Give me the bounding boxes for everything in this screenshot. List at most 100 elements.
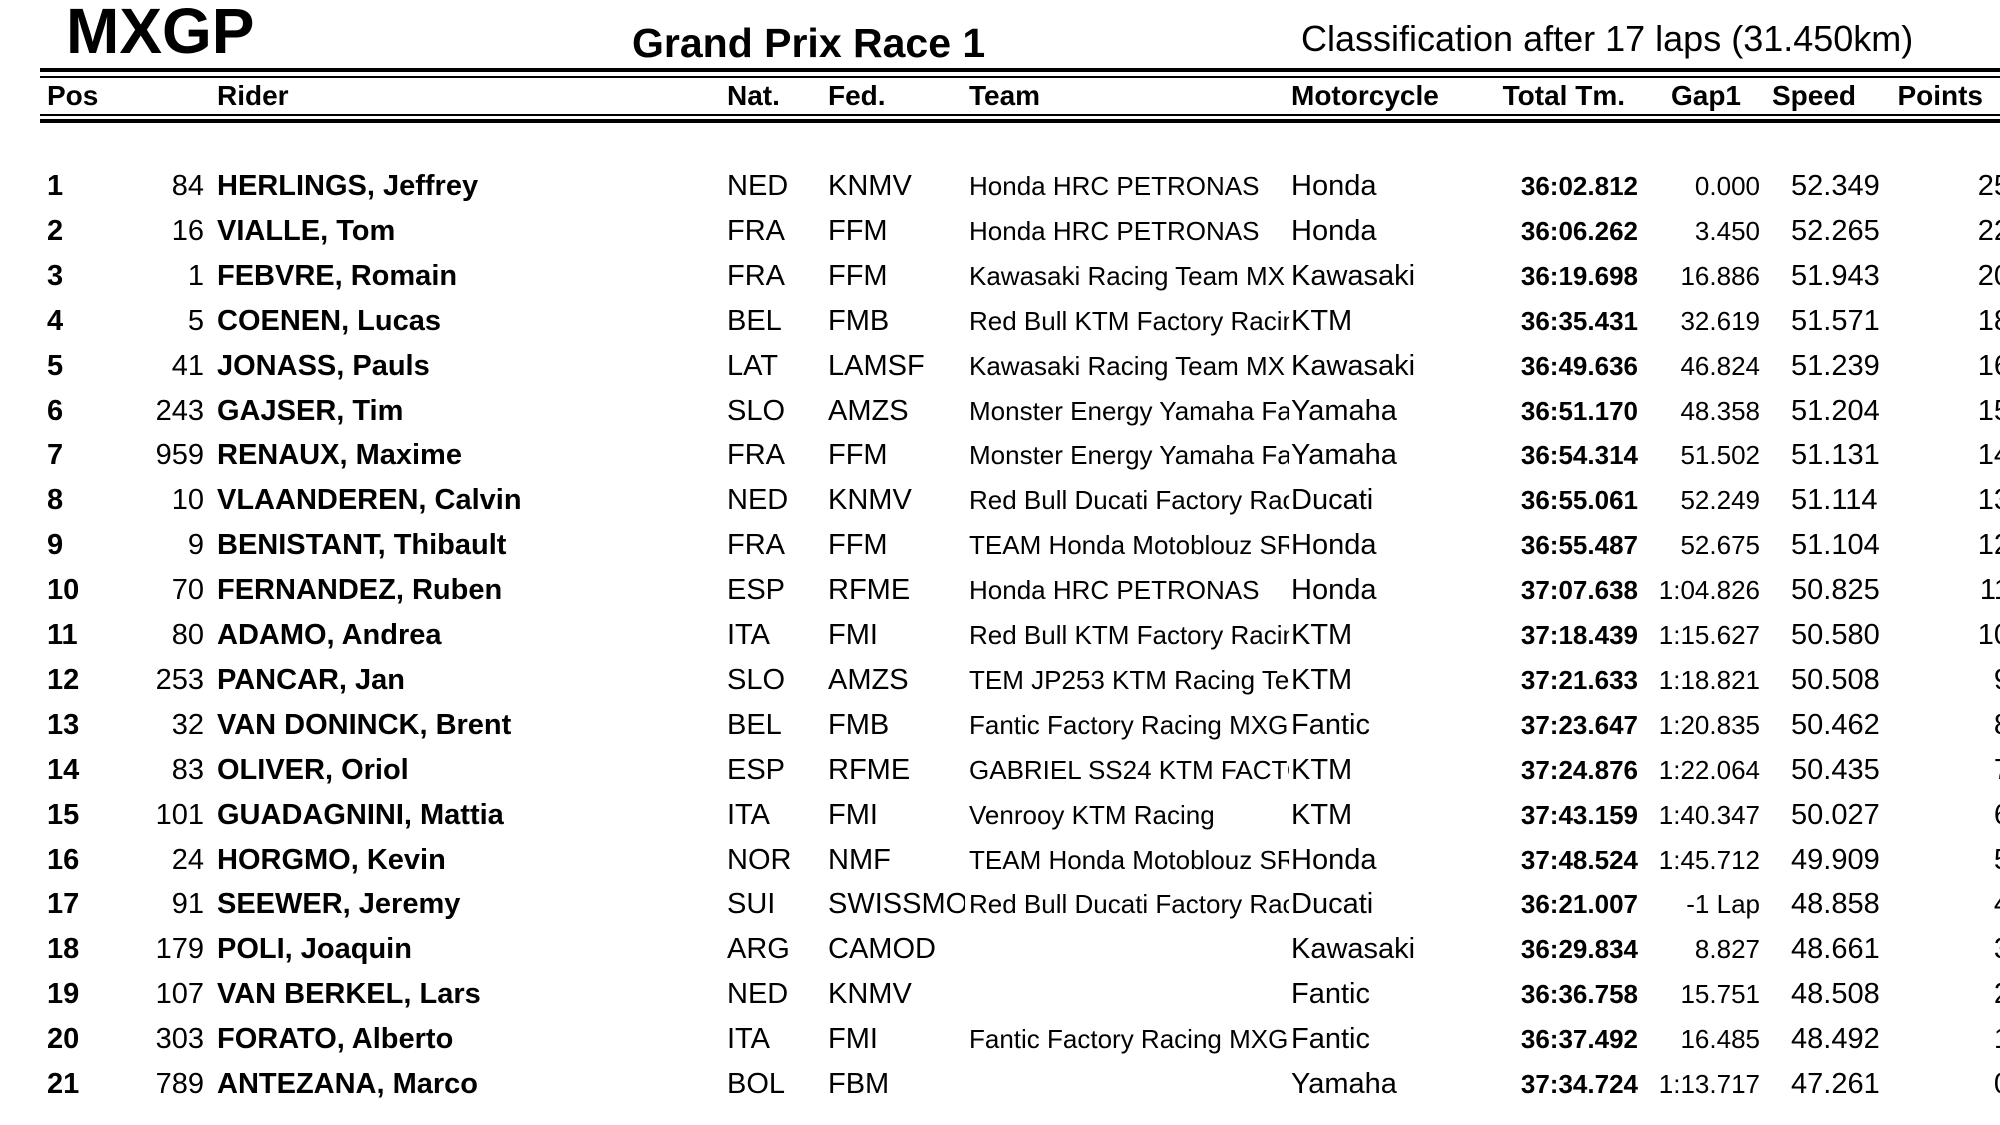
speed: 51.204 xyxy=(1791,394,1880,427)
total-time: 36:51.170 xyxy=(1520,395,1638,426)
total-time: 36:29.834 xyxy=(1520,934,1638,965)
nationality: BEL xyxy=(727,708,782,741)
points: 11 xyxy=(1979,574,2000,607)
speed: 50.435 xyxy=(1791,753,1880,786)
nationality: FRA xyxy=(727,529,785,562)
team: Venrooy KTM Racing xyxy=(969,799,1215,830)
motorcycle: Ducati xyxy=(1291,484,1374,517)
number: 959 xyxy=(155,439,204,472)
pos: 1 xyxy=(47,170,64,202)
speed: 47.261 xyxy=(1791,1068,1880,1100)
number: 9 xyxy=(187,529,204,562)
speed: 48.508 xyxy=(1791,978,1880,1011)
federation: FMI xyxy=(828,619,878,651)
points: 1 xyxy=(1950,1021,2000,1057)
speed: 50.027 xyxy=(1791,798,1880,831)
points: 8 xyxy=(1950,707,2000,743)
race-title: Grand Prix Race 1 xyxy=(632,20,986,66)
nationality: SLO xyxy=(727,663,786,696)
gap: 51.502 xyxy=(1680,440,1760,471)
points: 12 xyxy=(1977,529,2000,562)
pos: 2 xyxy=(47,214,64,247)
total-time: 36:35.431 xyxy=(1520,305,1638,336)
pos: 10 xyxy=(47,574,80,607)
speed: 50.825 xyxy=(1791,574,1880,607)
column-header: Speed xyxy=(1772,80,1857,111)
motorcycle: Honda xyxy=(1291,214,1377,247)
nationality: NED xyxy=(727,978,789,1011)
motorcycle: KTM xyxy=(1291,619,1353,651)
number: 303 xyxy=(155,1023,204,1056)
number: 243 xyxy=(155,394,204,427)
number: 253 xyxy=(155,663,204,696)
motorcycle: Kawasaki xyxy=(1291,349,1416,382)
nationality: BOL xyxy=(727,1068,786,1100)
pos: 9 xyxy=(47,529,64,562)
speed: 51.104 xyxy=(1791,529,1880,562)
federation: NMF xyxy=(828,843,891,876)
pos: 17 xyxy=(47,888,80,921)
team: GABRIEL SS24 KTM FACTORY xyxy=(969,754,1289,785)
rule xyxy=(40,76,2000,78)
rider: VIALLE, Tom xyxy=(217,214,396,247)
gap: 32.619 xyxy=(1680,305,1760,336)
number: 84 xyxy=(171,170,204,202)
rider: OLIVER, Oriol xyxy=(217,753,409,786)
total-time: 37:24.876 xyxy=(1520,754,1638,785)
pos: 16 xyxy=(47,843,80,876)
points: 5 xyxy=(1950,842,2000,878)
total-time: 37:23.647 xyxy=(1520,709,1638,740)
rider: HERLINGS, Jeffrey xyxy=(217,170,479,202)
pos: 19 xyxy=(47,978,80,1011)
pos: 5 xyxy=(47,349,64,382)
pos: 8 xyxy=(47,484,64,517)
motorcycle: KTM xyxy=(1291,663,1353,696)
speed: 52.265 xyxy=(1791,214,1880,247)
team: Honda HRC PETRONAS xyxy=(969,171,1260,201)
federation: FFM xyxy=(828,529,888,562)
speed: 49.909 xyxy=(1791,843,1880,876)
pos: 6 xyxy=(47,394,64,427)
nationality: BEL xyxy=(727,304,782,337)
pos: 12 xyxy=(47,663,80,696)
rider: VAN BERKEL, Lars xyxy=(217,978,481,1011)
motorcycle: Honda xyxy=(1291,843,1377,876)
rider: POLI, Joaquin xyxy=(217,933,412,966)
number: 107 xyxy=(155,978,204,1011)
federation: KNMV xyxy=(828,170,912,202)
number: 24 xyxy=(171,843,204,876)
pos: 7 xyxy=(47,439,64,472)
total-time: 37:48.524 xyxy=(1520,844,1638,875)
rider: JONASS, Pauls xyxy=(217,349,430,382)
column-header: Total Tm. xyxy=(1502,80,1625,111)
motorcycle: Honda xyxy=(1291,529,1377,562)
gap: 1:40.347 xyxy=(1658,799,1760,830)
motorcycle: KTM xyxy=(1291,798,1353,831)
rider: SEEWER, Jeremy xyxy=(217,888,461,921)
number: 41 xyxy=(171,349,204,382)
number: 5 xyxy=(187,304,204,337)
total-time: 36:54.314 xyxy=(1520,440,1638,471)
gap: 3.450 xyxy=(1694,215,1760,246)
motorcycle: Fantic xyxy=(1291,1023,1370,1056)
rule xyxy=(40,119,2000,123)
speed: 50.508 xyxy=(1791,663,1880,696)
points: 16 xyxy=(1977,349,2000,382)
nationality: SLO xyxy=(727,394,786,427)
speed: 51.131 xyxy=(1791,439,1880,472)
gap: 1:22.064 xyxy=(1658,754,1760,785)
total-time: 36:21.007 xyxy=(1520,889,1638,920)
rider: GAJSER, Tim xyxy=(217,394,404,427)
federation: KNMV xyxy=(828,978,912,1011)
number: 80 xyxy=(171,619,204,651)
total-time: 37:43.159 xyxy=(1520,799,1638,830)
nationality: FRA xyxy=(727,439,785,472)
team: Kawasaki Racing Team MX xyxy=(969,260,1285,291)
points: 13 xyxy=(1977,484,2000,517)
pos: 15 xyxy=(47,798,80,831)
motorcycle: Yamaha xyxy=(1291,1068,1397,1100)
series-title: MXGP xyxy=(66,0,255,67)
number: 101 xyxy=(155,798,204,831)
rider: FEBVRE, Romain xyxy=(217,259,458,292)
